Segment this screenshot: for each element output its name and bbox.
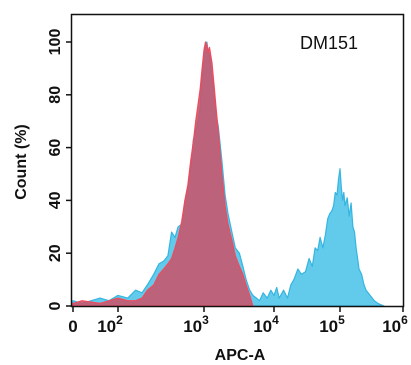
y-tick-label: 20 <box>47 244 64 262</box>
y-tick-label: 60 <box>47 139 64 157</box>
x-tick-label: 102 <box>97 313 123 336</box>
x-tick-label: 0 <box>68 317 77 336</box>
x-axis-ticks: 0 102 103 104 105 106 <box>68 306 408 336</box>
y-tick-label: 40 <box>47 191 64 209</box>
y-axis-ticks: 0 20 40 60 80 100 <box>47 29 72 311</box>
y-axis-label: Count (%) <box>13 124 30 200</box>
histogram-series-layer <box>72 42 384 306</box>
y-tick-label: 100 <box>47 29 64 56</box>
y-tick-label: 80 <box>47 86 64 104</box>
x-axis-label: APC-A <box>215 347 266 364</box>
sample-annotation: DM151 <box>300 33 358 53</box>
x-tick-label: 106 <box>382 313 408 336</box>
x-tick-label: 105 <box>319 313 345 336</box>
x-tick-label: 103 <box>183 313 209 336</box>
y-tick-label: 0 <box>47 301 64 310</box>
x-tick-label: 104 <box>253 313 279 336</box>
